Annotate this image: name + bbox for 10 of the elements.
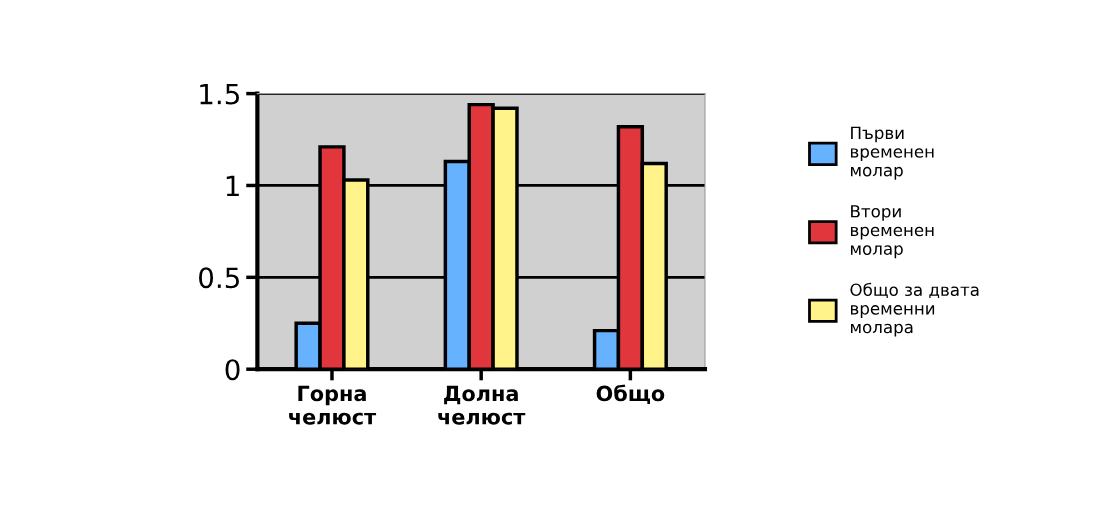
legend-label: Общо за двата временни молара [850,282,979,337]
x-tick-label: Общо [596,384,665,404]
y-tick-label: 0.5 [199,267,239,289]
x-tick-label: Горна челюст [289,385,377,425]
legend-label: Първи временен молар [851,126,934,180]
y-tick-label: 0 [225,359,240,381]
x-tick-label: Долна челюст [438,385,526,425]
y-tick-label: 1.5 [200,83,239,105]
legend-label: Втори временен молар [851,205,934,259]
y-tick-label: 1 [226,175,239,197]
